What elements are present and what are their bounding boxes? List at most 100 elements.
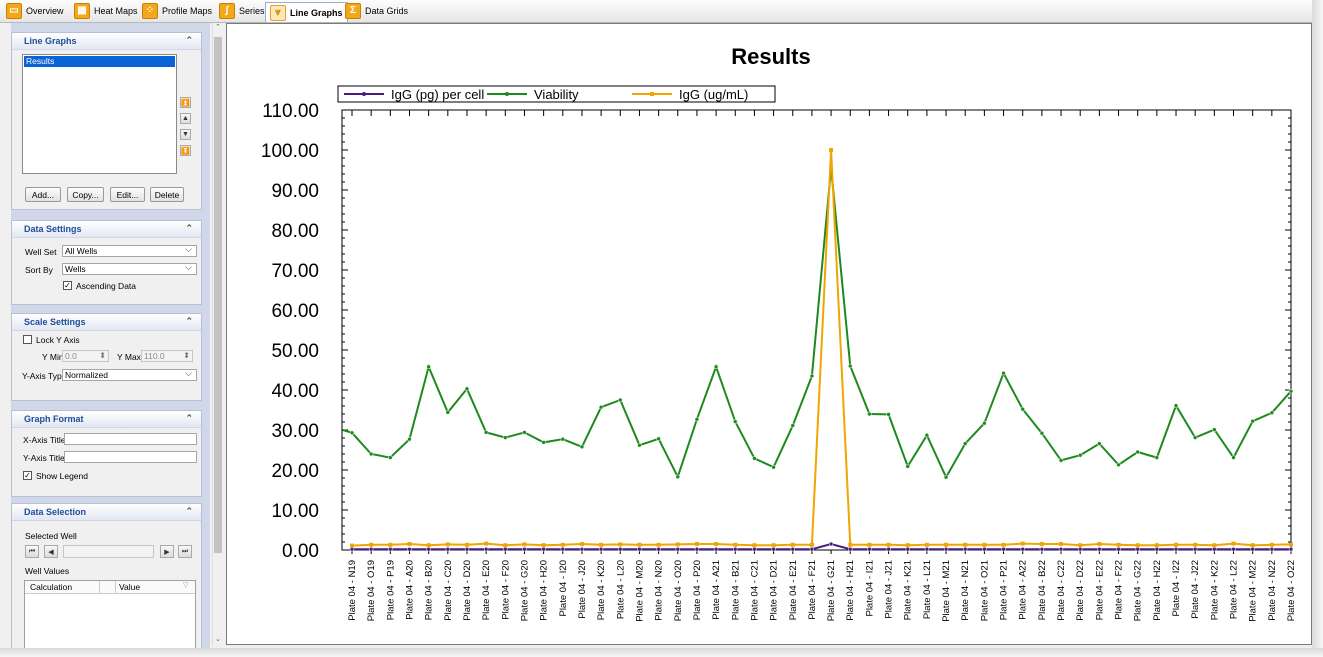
data-settings-header[interactable]: Data Settings ⌃ [12, 221, 201, 238]
line-graphs-header[interactable]: Line Graphs ⌃ [12, 33, 201, 50]
data-point [886, 412, 891, 417]
selected-well-field[interactable] [63, 545, 154, 558]
x-tick-label: Plate 04 - N20 [654, 560, 665, 621]
data-point [675, 542, 680, 547]
y-max-input[interactable]: 110.0 [141, 350, 193, 362]
data-point [1154, 455, 1160, 460]
x-tick-label: Plate 04 - E22 [1094, 560, 1105, 620]
y-tick-label: 10.00 [271, 501, 319, 522]
last-well-icon[interactable]: ⏭ [178, 545, 192, 558]
data-point [733, 419, 738, 424]
data-point [1058, 458, 1064, 463]
collapse-icon[interactable]: ⌃ [185, 316, 193, 326]
value-column-header[interactable]: Value [119, 582, 141, 592]
x-tick-label: Plate 04 - J22 [1190, 560, 1201, 619]
x-tick-label: Plate 04 - N21 [960, 560, 971, 621]
data-point [522, 546, 527, 552]
data-point [790, 546, 796, 552]
x-axis-title-label: X-Axis Title [23, 435, 66, 445]
y-axis-title-input[interactable] [64, 451, 197, 463]
move-top-icon[interactable]: ⏫ [180, 97, 191, 108]
tab-overview[interactable]: ▭ Overview [2, 2, 68, 20]
data-point [790, 542, 795, 547]
data-point [924, 542, 929, 547]
legend-marker [362, 92, 366, 96]
tab-series[interactable]: ∫ Series [215, 2, 269, 20]
well-set-select[interactable]: All Wells [62, 244, 197, 257]
collapse-icon[interactable]: ⌃ [185, 413, 193, 423]
previous-well-icon[interactable]: ◀ [44, 545, 58, 558]
data-point [771, 464, 776, 470]
tab-line-graphs[interactable]: ⩔ Line Graphs [265, 2, 348, 22]
x-tick-label: Plate 04 - I21 [864, 560, 875, 617]
data-point [1212, 543, 1217, 548]
x-tick-label: Plate 04 - P21 [999, 560, 1010, 620]
data-point [924, 546, 930, 552]
data-point [426, 546, 431, 552]
data-point [1288, 388, 1294, 394]
sort-by-select[interactable]: Wells [62, 262, 197, 275]
data-point [1078, 543, 1083, 548]
x-tick-label: Plate 04 - M21 [941, 560, 952, 622]
y-axis-type-select[interactable]: Normalized [62, 368, 197, 381]
data-point [1269, 410, 1275, 416]
scroll-up-icon[interactable]: ⌃ [215, 24, 221, 31]
x-tick-label: Plate 04 - H22 [1152, 560, 1163, 621]
scale-settings-header[interactable]: Scale Settings ⌃ [12, 314, 201, 331]
column-divider [115, 581, 116, 593]
filter-icon[interactable]: ▽ [183, 582, 189, 589]
data-point [1154, 546, 1160, 552]
graph-format-header[interactable]: Graph Format ⌃ [12, 411, 201, 428]
tab-data-grids[interactable]: Σ Data Grids [341, 2, 412, 20]
collapse-icon[interactable]: ⌃ [185, 223, 193, 233]
collapse-icon[interactable]: ⌃ [185, 506, 193, 516]
panel-scrollbar-thumb[interactable] [214, 37, 222, 553]
well-values-grid[interactable]: Calculation Value ▽ [24, 580, 196, 648]
data-point [656, 436, 661, 442]
lock-y-axis-checkbox[interactable] [23, 335, 32, 344]
legend-label: IgG (ug/mL) [679, 87, 748, 102]
data-point [752, 543, 757, 548]
x-tick-label: Plate 04 - O20 [673, 560, 684, 621]
copy-graph-button[interactable]: Copy... [67, 187, 104, 202]
show-legend-checkbox[interactable]: ✓ [23, 471, 32, 480]
data-point [905, 464, 910, 469]
data-point [579, 542, 584, 546]
plot-frame [341, 109, 1292, 551]
x-axis-title-input[interactable] [64, 433, 197, 445]
scroll-down-icon[interactable]: ⌄ [215, 636, 221, 643]
x-tick-label: Plate 04 - F20 [500, 560, 511, 620]
ascending-data-checkbox[interactable]: ✓ [63, 281, 72, 290]
profile-maps-icon: ⁘ [142, 3, 158, 19]
data-point [1039, 546, 1045, 552]
x-tick-label: Plate 04 - I22 [1171, 560, 1182, 617]
x-tick-label: Plate 04 - P19 [385, 560, 396, 620]
data-point [809, 373, 815, 379]
x-tick-label: Plate 04 - O21 [979, 560, 990, 621]
y-min-input[interactable]: 0.0 [62, 350, 109, 362]
move-down-icon[interactable]: ▼ [180, 129, 191, 140]
delete-graph-button[interactable]: Delete [150, 187, 184, 202]
data-point [1020, 546, 1025, 552]
data-point [886, 542, 891, 547]
data-point [369, 542, 374, 547]
move-bottom-icon[interactable]: ⏬ [180, 145, 191, 156]
lock-y-axis-label: Lock Y Axis [36, 335, 80, 345]
next-well-icon[interactable]: ▶ [160, 545, 174, 558]
first-well-icon[interactable]: ⏮ [25, 545, 39, 558]
data-selection-header[interactable]: Data Selection ⌃ [12, 504, 201, 521]
data-point [368, 451, 374, 457]
line-graph-panel[interactable]: Results 0.00 10.00 20.00 30.00 40.00 50.00 60.0… [226, 23, 1312, 645]
tab-profile-maps[interactable]: ⁘ Profile Maps [138, 2, 216, 20]
graph-list-item[interactable]: Results [24, 56, 175, 67]
edit-graph-button[interactable]: Edit... [110, 187, 145, 202]
data-point [1192, 546, 1198, 552]
move-up-icon[interactable]: ▲ [180, 113, 191, 124]
data-point [1193, 542, 1198, 547]
data-point [828, 541, 834, 547]
graph-list[interactable]: Results [22, 54, 177, 174]
add-graph-button[interactable]: Add... [25, 187, 61, 202]
tab-heat-maps[interactable]: ▦ Heat Maps [70, 2, 142, 20]
collapse-icon[interactable]: ⌃ [185, 35, 193, 45]
calculation-column-header[interactable]: Calculation [30, 582, 73, 592]
